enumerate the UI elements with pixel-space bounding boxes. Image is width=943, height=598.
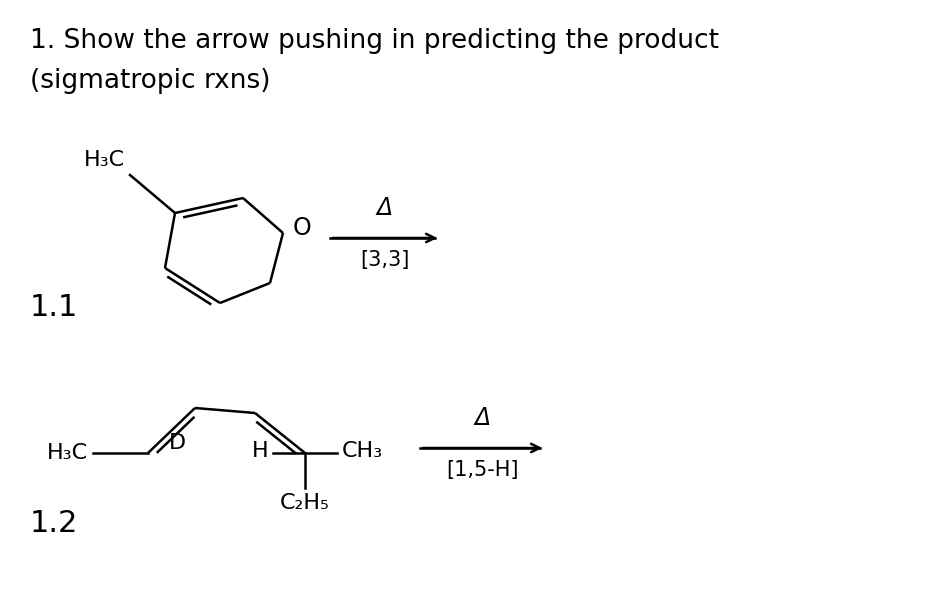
Text: Δ: Δ <box>474 406 490 430</box>
Text: Δ: Δ <box>377 196 393 220</box>
Text: (sigmatropic rxns): (sigmatropic rxns) <box>30 68 271 94</box>
Text: D: D <box>169 433 186 453</box>
Text: [1,5-H]: [1,5-H] <box>446 460 519 480</box>
Text: 1. Show the arrow pushing in predicting the product: 1. Show the arrow pushing in predicting … <box>30 28 719 54</box>
Text: 1.2: 1.2 <box>30 508 78 538</box>
Text: C₂H₅: C₂H₅ <box>280 493 330 513</box>
Text: O: O <box>293 216 312 240</box>
Text: H: H <box>252 441 268 461</box>
Text: H₃C: H₃C <box>47 443 88 463</box>
Text: CH₃: CH₃ <box>342 441 383 461</box>
Text: H₃C: H₃C <box>84 150 125 170</box>
Text: [3,3]: [3,3] <box>360 250 409 270</box>
Text: 1.1: 1.1 <box>30 294 78 322</box>
